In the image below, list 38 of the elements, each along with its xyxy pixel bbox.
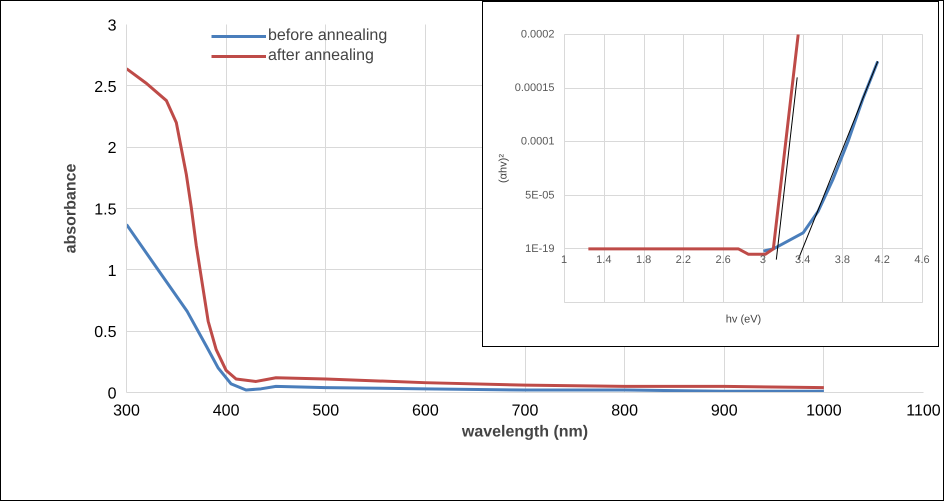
x-tick-label: 4.2 xyxy=(874,254,890,266)
y-tick-label: 1E-19 xyxy=(525,242,555,255)
y-tick-label: 5E-05 xyxy=(525,189,555,202)
x-tick-label: 300 xyxy=(113,402,140,420)
y-tick-label: 2 xyxy=(108,140,117,158)
x-tick-label: 600 xyxy=(412,402,439,420)
x-tick-label: 1 xyxy=(560,254,568,266)
y-tick-label: 0.0002 xyxy=(520,28,555,40)
x-tick-label: 3.4 xyxy=(795,254,810,266)
y-tick-label: 0.5 xyxy=(94,324,117,342)
x-tick-label: 2.6 xyxy=(715,254,731,266)
x-tick-label: 800 xyxy=(611,402,638,420)
y-tick-label: 0.00015 xyxy=(514,82,555,94)
x-tick-label: 700 xyxy=(512,402,538,420)
y-tick-label: 0.0001 xyxy=(520,136,555,148)
x-tick-label: 500 xyxy=(312,402,340,420)
legend-label: after annealing xyxy=(268,46,374,66)
x-tick-label: 1.4 xyxy=(596,254,612,266)
legend-label: before annealing xyxy=(268,26,388,46)
y-tick-label: 2.5 xyxy=(94,78,117,96)
y-tick-label: 3 xyxy=(108,18,117,34)
y-axis-title: absorbance xyxy=(62,163,80,254)
x-tick-label: 1.8 xyxy=(636,254,652,266)
x-tick-label: 3 xyxy=(760,254,766,266)
x-axis-title: hv (eV) xyxy=(726,314,762,326)
x-tick-label: 1000 xyxy=(806,402,842,420)
y-tick-label: 0 xyxy=(108,386,117,402)
x-tick-label: 3.8 xyxy=(834,254,850,266)
line-series xyxy=(126,67,826,390)
line-series xyxy=(126,222,826,392)
x-tick-label: 4.6 xyxy=(914,254,930,266)
y-tick-label: 1.5 xyxy=(94,202,117,218)
x-tick-label: 400 xyxy=(212,402,240,420)
y-axis-title: (αhv)² xyxy=(498,154,510,183)
x-tick-label: 1100 xyxy=(906,402,941,420)
x-axis-title: wavelength (nm) xyxy=(460,424,588,440)
x-tick-label: 900 xyxy=(710,402,738,420)
x-tick-label: 2.2 xyxy=(676,254,691,266)
